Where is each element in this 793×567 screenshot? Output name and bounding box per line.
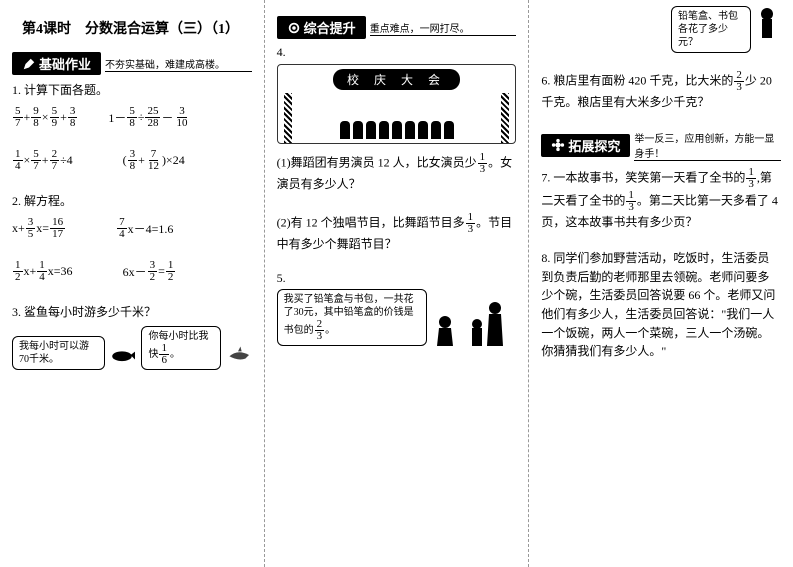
section-tuozhan: 拓展探究 举一反三，应用创新，方能一显身手！	[541, 130, 781, 161]
q4-p1: (1)舞蹈团有男演员 12 人，比女演员少13。女演员有多少人？	[277, 152, 517, 194]
q1-e1b: 1－ 58 ÷ 2528 － 310	[108, 106, 190, 129]
badge-tuozhan: 拓展探究	[541, 134, 630, 157]
q4-figure: 校 庆 大 会	[277, 64, 517, 144]
whale-icon	[111, 344, 135, 370]
q8: 8. 同学们参加野营活动，吃饭时，生活委员到负责后勤的老师那里去领碗。老师问要多…	[541, 249, 781, 361]
q5-continue: 铅笔盒、书包各花了多少元？	[671, 6, 781, 53]
q3-title: 3. 鲨鱼每小时游多少千米？	[12, 303, 252, 320]
q4-num: 4.	[277, 45, 517, 60]
q2-row1: x+ 35 x= 1617 74 x－4=1.6	[12, 217, 252, 240]
q5-num: 5.	[277, 271, 517, 286]
section-tuozhan-tail: 举一反三，应用创新，方能一显身手！	[634, 130, 781, 161]
girl-icon	[431, 314, 459, 346]
q1-row1: 57 + 98 × 59 + 38 1－ 58 ÷ 2528 － 310	[12, 106, 252, 129]
q2-e1b: 74 x－4=1.6	[116, 217, 173, 240]
gear-icon	[287, 21, 301, 35]
column-1: 第4课时 分数混合运算（三）（1） 基础作业 不夯实基础，难建成高楼。 1. 计…	[0, 0, 264, 567]
lesson-title: 第4课时 分数混合运算（三）（1）	[22, 18, 252, 38]
q4-p2: (2)有 12 个独唱节目，比舞蹈节目多13。节目中有多少个舞蹈节目？	[277, 212, 517, 254]
badge-tuozhan-label: 拓展探究	[568, 136, 620, 155]
q7: 7. 一本故事书，笑笑第一天看了全书的13,第二天看了全书的13。第二天比第一天…	[541, 167, 781, 232]
q2-title: 2. 解方程。	[12, 192, 252, 209]
q1-e2a: 14 × 57 + 27 ÷4	[12, 149, 73, 172]
badge-zonghe-label: 综合提升	[304, 18, 356, 37]
q1-row2: 14 × 57 + 27 ÷4 ( 38 + 712 )×24	[12, 149, 252, 172]
badge-jichu: 基础作业	[12, 52, 101, 75]
flower-icon	[551, 138, 565, 152]
q6: 6. 粮店里有面粉 420 千克，比大米的23少 20 千克。粮店里有大米多少千…	[541, 70, 781, 112]
column-3: 铅笔盒、书包各花了多少元？ 6. 粮店里有面粉 420 千克，比大米的23少 2…	[528, 0, 793, 567]
section-jichu-tail: 不夯实基础，难建成高楼。	[105, 56, 252, 72]
badge-zonghe: 综合提升	[277, 16, 366, 39]
section-jichu: 基础作业 不夯实基础，难建成高楼。	[12, 52, 252, 75]
boy-icon	[753, 6, 781, 38]
section-zonghe-tail: 重点难点，一网打尽。	[370, 20, 517, 36]
q5-top-bubble: 铅笔盒、书包各花了多少元？	[671, 6, 751, 53]
q2-e2b: 6x－ 32 = 12	[123, 260, 177, 283]
section-zonghe: 综合提升 重点难点，一网打尽。	[277, 16, 517, 39]
q5-bubble: 我买了铅笔盒与书包，一共花了30元，其中铅笔盒的价钱是书包的23。	[277, 289, 427, 346]
q3-figures: 我每小时可以游70千米。 你每小时比我快16。	[12, 326, 252, 370]
q2-e2a: 12 x+ 14 x=36	[12, 260, 73, 283]
column-2: 综合提升 重点难点，一网打尽。 4. 校 庆 大 会 (1)舞蹈团有男演员 12…	[264, 0, 529, 567]
q2-e1a: x+ 35 x= 1617	[12, 217, 66, 240]
q2-row2: 12 x+ 14 x=36 6x－ 32 = 12	[12, 260, 252, 283]
shark-speech: 你每小时比我快16。	[141, 326, 221, 370]
badge-jichu-label: 基础作业	[39, 54, 91, 73]
people-icon	[340, 121, 454, 139]
shark-icon	[227, 344, 251, 370]
q1-e1a: 57 + 98 × 59 + 38	[12, 106, 78, 129]
q4-banner: 校 庆 大 会	[333, 69, 460, 90]
q5-row: 我买了铅笔盒与书包，一共花了30元，其中铅笔盒的价钱是书包的23。	[277, 289, 517, 346]
q1-title: 1. 计算下面各题。	[12, 81, 252, 98]
pencil-icon	[22, 57, 36, 71]
mother-child-icon	[463, 300, 513, 346]
q1-e2b: ( 38 + 712 )×24	[123, 149, 185, 172]
whale-speech: 我每小时可以游70千米。	[12, 336, 105, 370]
